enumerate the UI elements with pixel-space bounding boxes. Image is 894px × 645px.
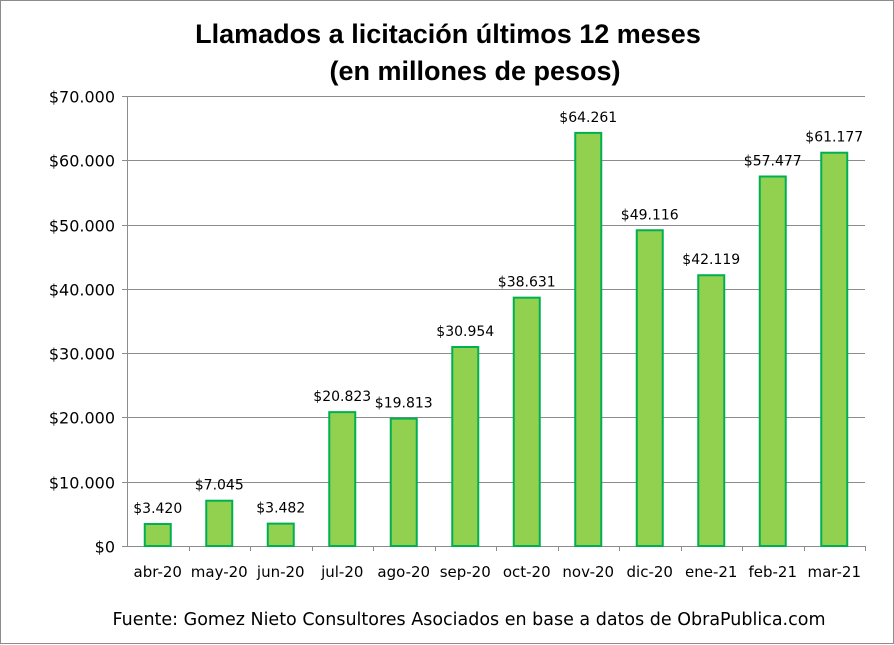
x-tick-label: jul-20: [320, 563, 363, 581]
x-tick-label: oct-20: [503, 563, 551, 581]
data-label-jun-20: $3.482: [256, 501, 305, 517]
y-tick-label: $20.000: [49, 409, 115, 428]
bar-oct-20: [512, 296, 541, 548]
y-tick-label: $10.000: [49, 474, 115, 493]
y-axis-ticks: $0 $10.000 $20.000 $30.000 $40.000 $50.000 $60…: [49, 88, 127, 557]
chart-subtitle: (en millones de pesos): [329, 56, 620, 86]
bar-jun-20: [266, 522, 295, 548]
data-label-oct-20: $38.631: [498, 275, 556, 291]
data-label-abr-20: $3.420: [133, 501, 182, 517]
bar-may-20: [205, 499, 234, 548]
x-tick-label: abr-20: [134, 563, 182, 581]
x-axis-ticks: abr-20 may-20 jun-20 jul-20 ago-20 sep-20 oct-…: [134, 546, 866, 581]
bar-ago-20: [389, 417, 418, 547]
data-label-sep-20: $30.954: [436, 324, 494, 340]
bar-dic-20: [635, 229, 664, 548]
y-tick-label: $30.000: [49, 345, 115, 364]
bar-sep-20: [451, 346, 480, 548]
x-tick-label: sep-20: [440, 563, 491, 581]
y-tick-label: $0: [95, 538, 115, 557]
x-tick-label: jun-20: [256, 563, 305, 581]
x-tick-label: ene-21: [685, 563, 737, 581]
chart-title: Llamados a licitación últimos 12 meses: [195, 19, 701, 49]
y-tick-label: $40.000: [49, 281, 115, 300]
y-tick-label: $60.000: [49, 152, 115, 171]
x-tick-label: feb-21: [748, 563, 797, 581]
x-tick-label: nov-20: [562, 563, 614, 581]
bar-abr-20: [143, 523, 172, 547]
data-label-ene-21: $42.119: [682, 252, 740, 268]
bar-feb-21: [758, 175, 787, 547]
data-label-ago-20: $19.813: [375, 396, 433, 412]
y-tick-label: $70.000: [49, 88, 115, 107]
bar-nov-20: [574, 131, 603, 547]
bar-jul-20: [328, 411, 357, 547]
x-tick-label: dic-20: [627, 563, 673, 581]
y-tick-label: $50.000: [49, 217, 115, 236]
data-labels: $3.420 $7.045 $3.482 $20.823 $19.813 $30.954 $…: [133, 110, 863, 517]
bar-ene-21: [697, 274, 726, 547]
data-label-may-20: $7.045: [195, 478, 244, 494]
data-label-nov-20: $64.261: [559, 110, 617, 126]
data-label-dic-20: $49.116: [621, 207, 679, 223]
source-note: Fuente: Gomez Nieto Consultores Asociado…: [113, 610, 826, 630]
data-label-mar-21: $61.177: [805, 130, 863, 146]
x-tick-label: mar-21: [807, 563, 861, 581]
x-tick-label: ago-20: [377, 563, 430, 581]
bars: [143, 131, 849, 548]
bar-mar-21: [820, 151, 849, 547]
data-label-jul-20: $20.823: [313, 389, 371, 405]
x-tick-label: may-20: [191, 563, 248, 581]
data-label-feb-21: $57.477: [744, 154, 802, 170]
